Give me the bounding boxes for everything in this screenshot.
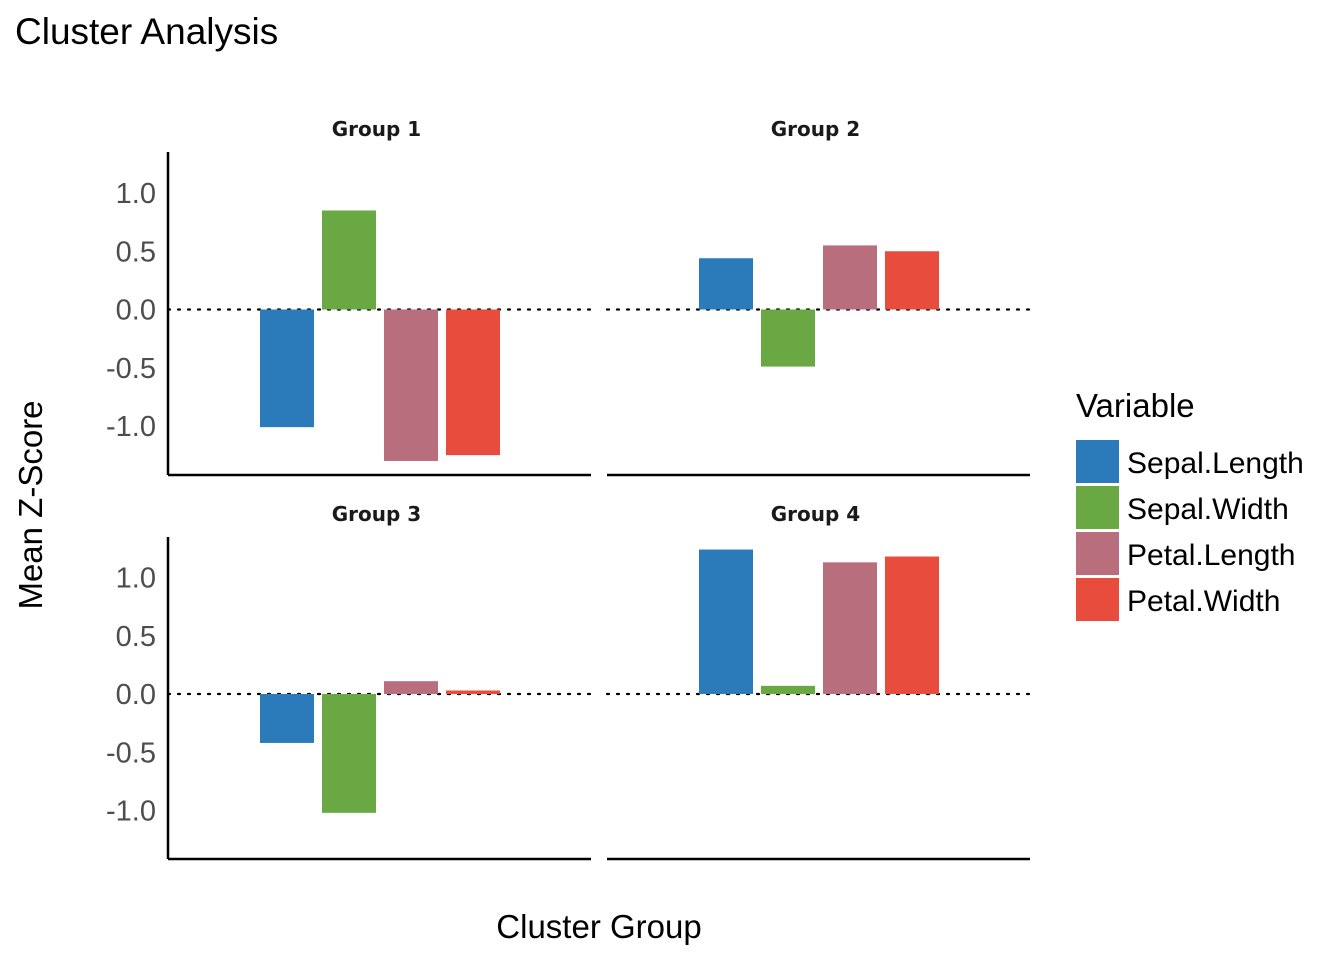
legend-key-sepal-length xyxy=(1076,440,1119,483)
x-axis-label: Cluster Group xyxy=(496,908,701,945)
bar-sepal-length xyxy=(699,258,753,310)
chart-title: Cluster Analysis xyxy=(15,11,278,52)
y-tick-label: -1.0 xyxy=(106,411,156,443)
facet-strip-label: Group 2 xyxy=(771,117,860,141)
legend-label: Sepal.Width xyxy=(1127,493,1289,526)
facet-strip-label: Group 3 xyxy=(332,502,421,526)
y-tick-label: -1.0 xyxy=(106,796,156,828)
y-tick-label: 0.5 xyxy=(116,236,156,268)
bar-sepal-width xyxy=(761,685,815,694)
facet-strip-label: Group 1 xyxy=(332,117,421,141)
facet-strip-label: Group 4 xyxy=(771,502,860,526)
legend-label: Petal.Width xyxy=(1127,585,1280,618)
facet-panel: Group 2 xyxy=(605,117,1032,477)
y-tick-label: 1.0 xyxy=(116,563,156,595)
facet-panels: Group 1 1.0 0.5 0.0 -0.5 -1.0 Group 2 Group 3 1.… xyxy=(106,117,1032,861)
legend-title: Variable xyxy=(1076,387,1195,424)
bar-petal-width xyxy=(885,251,939,310)
bar-sepal-width xyxy=(761,309,815,367)
bar-petal-length xyxy=(823,245,877,310)
y-axis-label: Mean Z-Score xyxy=(12,400,49,609)
legend-key-sepal-width xyxy=(1076,486,1119,529)
bar-sepal-width xyxy=(322,694,376,813)
bar-petal-width xyxy=(446,690,500,694)
y-tick-label: 0.5 xyxy=(116,621,156,653)
bar-petal-length xyxy=(384,309,438,461)
bar-sepal-length xyxy=(260,694,314,743)
y-tick-label: -0.5 xyxy=(106,353,156,385)
bar-petal-length xyxy=(823,562,877,694)
bar-sepal-width xyxy=(322,210,376,310)
legend-key-petal-length xyxy=(1076,532,1119,575)
legend-label: Sepal.Length xyxy=(1127,447,1304,480)
facet-panel: Group 3 1.0 0.5 0.0 -0.5 -1.0 xyxy=(106,502,593,861)
facet-panel: Group 1 1.0 0.5 0.0 -0.5 -1.0 xyxy=(106,117,593,477)
bar-sepal-length xyxy=(260,309,314,428)
bar-sepal-length xyxy=(699,549,753,694)
y-tick-label: -0.5 xyxy=(106,737,156,769)
bar-petal-width xyxy=(446,309,500,456)
facet-panel: Group 4 xyxy=(605,502,1032,861)
legend-label: Petal.Length xyxy=(1127,539,1295,572)
legend-key-petal-width xyxy=(1076,578,1119,621)
legend: Variable Sepal.Length Sepal.Width Petal.Le… xyxy=(1076,387,1304,621)
bar-petal-length xyxy=(384,681,438,694)
bar-petal-width xyxy=(885,556,939,694)
y-tick-label: 0.0 xyxy=(116,295,156,327)
y-tick-label: 1.0 xyxy=(116,178,156,210)
y-tick-label: 0.0 xyxy=(116,679,156,711)
